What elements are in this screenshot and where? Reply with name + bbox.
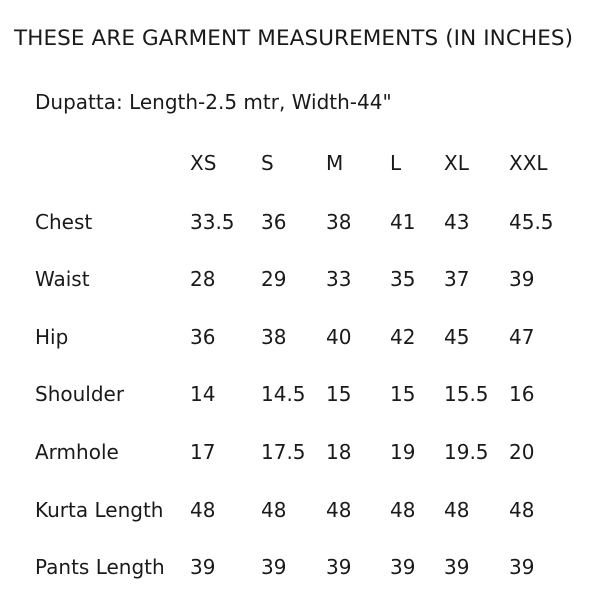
column-header-xl: XL bbox=[444, 151, 469, 175]
cell-pants-length-l: 39 bbox=[390, 555, 416, 579]
cell-kurta-length-xxl: 48 bbox=[509, 498, 535, 522]
cell-waist-xl: 37 bbox=[444, 267, 470, 291]
row-label-chest: Chest bbox=[35, 210, 93, 234]
cell-waist-m: 33 bbox=[326, 267, 352, 291]
cell-armhole-s: 17.5 bbox=[261, 440, 306, 464]
cell-hip-xs: 36 bbox=[190, 325, 216, 349]
cell-hip-m: 40 bbox=[326, 325, 352, 349]
cell-hip-s: 38 bbox=[261, 325, 287, 349]
cell-pants-length-xxl: 39 bbox=[509, 555, 535, 579]
cell-kurta-length-s: 48 bbox=[261, 498, 287, 522]
cell-chest-m: 38 bbox=[326, 210, 352, 234]
cell-armhole-xl: 19.5 bbox=[444, 440, 489, 464]
cell-shoulder-s: 14.5 bbox=[261, 382, 306, 406]
column-header-xxl: XXL bbox=[509, 151, 548, 175]
cell-kurta-length-m: 48 bbox=[326, 498, 352, 522]
cell-waist-l: 35 bbox=[390, 267, 416, 291]
cell-shoulder-xl: 15.5 bbox=[444, 382, 489, 406]
row-label-shoulder: Shoulder bbox=[35, 382, 125, 406]
cell-hip-xl: 45 bbox=[444, 325, 470, 349]
cell-shoulder-xs: 14 bbox=[190, 382, 216, 406]
cell-chest-l: 41 bbox=[390, 210, 416, 234]
row-label-waist: Waist bbox=[35, 267, 90, 291]
cell-hip-xxl: 47 bbox=[509, 325, 535, 349]
cell-hip-l: 42 bbox=[390, 325, 416, 349]
cell-chest-xs: 33.5 bbox=[190, 210, 235, 234]
cell-kurta-length-xs: 48 bbox=[190, 498, 216, 522]
cell-armhole-l: 19 bbox=[390, 440, 416, 464]
column-header-xs: XS bbox=[190, 151, 217, 175]
column-header-m: M bbox=[326, 151, 344, 175]
cell-pants-length-xs: 39 bbox=[190, 555, 216, 579]
column-header-l: L bbox=[390, 151, 402, 175]
cell-chest-s: 36 bbox=[261, 210, 287, 234]
cell-armhole-xxl: 20 bbox=[509, 440, 535, 464]
cell-waist-xs: 28 bbox=[190, 267, 216, 291]
page-title: THESE ARE GARMENT MEASUREMENTS (IN INCHE… bbox=[14, 26, 574, 51]
cell-chest-xxl: 45.5 bbox=[509, 210, 554, 234]
cell-armhole-m: 18 bbox=[326, 440, 352, 464]
row-label-armhole: Armhole bbox=[35, 440, 119, 464]
row-label-kurta-length: Kurta Length bbox=[35, 498, 164, 522]
cell-kurta-length-xl: 48 bbox=[444, 498, 470, 522]
cell-armhole-xs: 17 bbox=[190, 440, 216, 464]
row-label-hip: Hip bbox=[35, 325, 69, 349]
column-header-s: S bbox=[261, 151, 274, 175]
cell-shoulder-m: 15 bbox=[326, 382, 352, 406]
row-label-pants-length: Pants Length bbox=[35, 555, 165, 579]
cell-waist-xxl: 39 bbox=[509, 267, 535, 291]
cell-shoulder-xxl: 16 bbox=[509, 382, 535, 406]
cell-kurta-length-l: 48 bbox=[390, 498, 416, 522]
cell-chest-xl: 43 bbox=[444, 210, 470, 234]
cell-pants-length-s: 39 bbox=[261, 555, 287, 579]
cell-waist-s: 29 bbox=[261, 267, 287, 291]
cell-shoulder-l: 15 bbox=[390, 382, 416, 406]
dupatta-note: Dupatta: Length-2.5 mtr, Width-44" bbox=[35, 90, 392, 114]
cell-pants-length-m: 39 bbox=[326, 555, 352, 579]
cell-pants-length-xl: 39 bbox=[444, 555, 470, 579]
